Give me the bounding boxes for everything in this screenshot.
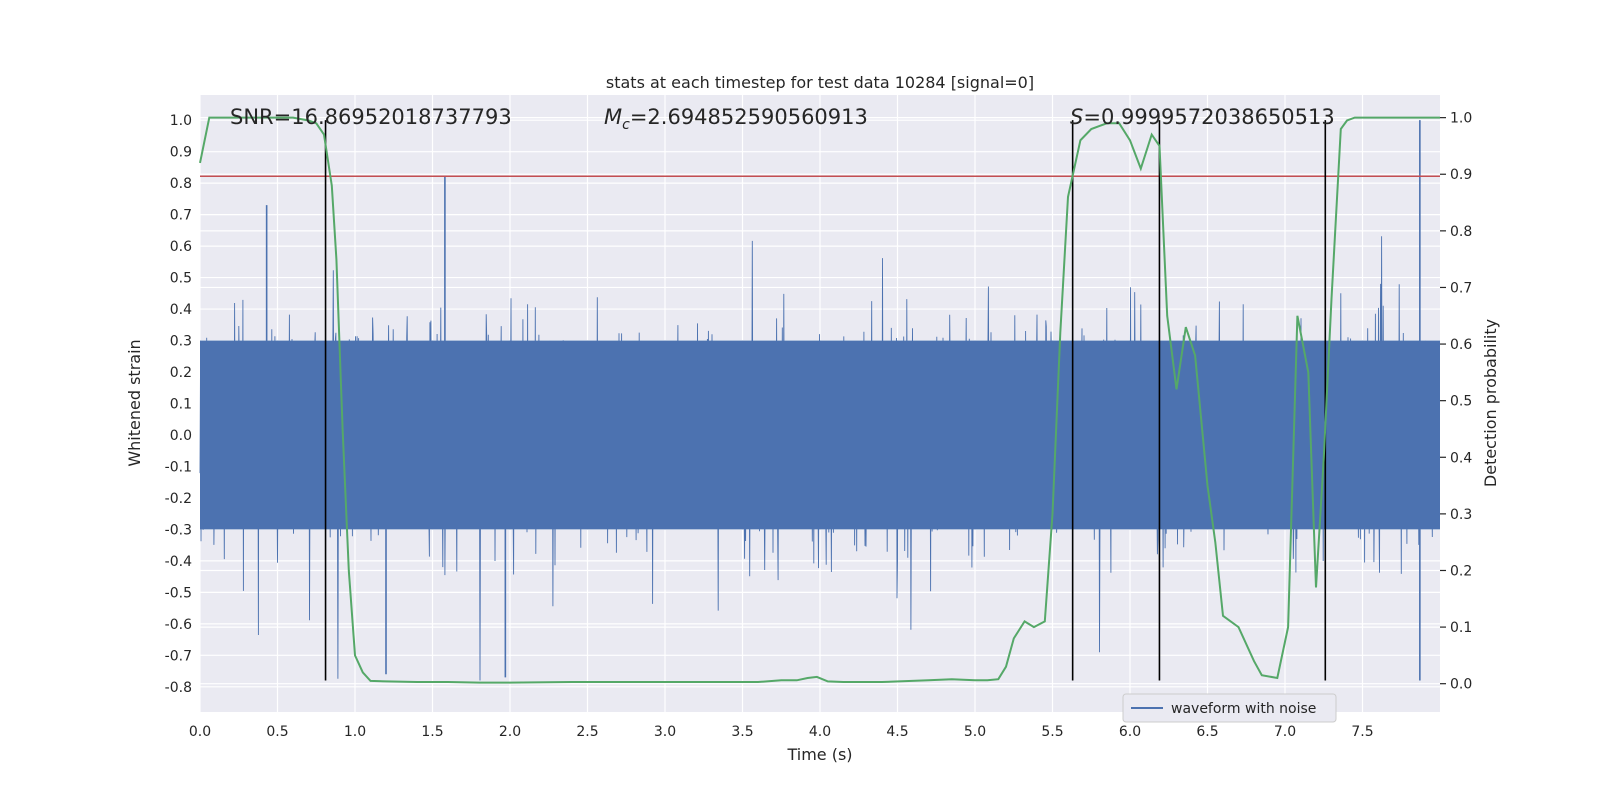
y-right-tick-label: 0.2 <box>1450 563 1472 579</box>
y-left-tick-label: 0.4 <box>170 302 192 318</box>
legend: waveform with noise <box>1122 693 1337 723</box>
y-left-tick-label: -0.2 <box>165 491 192 507</box>
y-right-tick-label: 0.0 <box>1450 677 1472 693</box>
y-right-tick-label: 0.6 <box>1450 337 1472 353</box>
score-value: =0.9999572038650513 <box>1083 105 1334 129</box>
x-axis-label: Time (s) <box>786 745 852 764</box>
x-axis-ticks: 0.0 0.5 1.0 1.5 2.0 2.5 3.0 3.5 4.0 4.5 5.0 5.5 6.0 6… <box>189 724 1374 740</box>
y-left-tick-label: 0.9 <box>170 145 192 161</box>
y-left-tick-label: 0.7 <box>170 208 192 224</box>
y-left-tick-label: -0.5 <box>165 585 192 601</box>
y-right-tick-label: 0.9 <box>1450 167 1472 183</box>
detection-probability-line <box>199 116 1440 684</box>
y-right-tick-label: 0.8 <box>1450 224 1472 240</box>
x-tick-label: 1.0 <box>344 724 366 740</box>
y-left-tick-label: 0.5 <box>170 271 192 287</box>
y-right-tick-label: 1.0 <box>1450 111 1472 127</box>
x-tick-label: 0.5 <box>266 724 288 740</box>
y-left-axis-label: Whitened strain <box>125 339 144 466</box>
x-tick-label: 4.0 <box>809 724 831 740</box>
y-left-tick-label: 0.0 <box>170 428 192 444</box>
y-left-tick-label: 0.3 <box>170 334 192 350</box>
y-left-tick-label: -0.6 <box>165 617 192 633</box>
legend-box <box>1122 693 1337 723</box>
y-left-tick-label: 0.2 <box>170 365 192 381</box>
y-right-tick-label: 0.1 <box>1450 620 1472 636</box>
x-tick-label: 7.0 <box>1274 724 1296 740</box>
chirp-mass-value: =2.694852590560913 <box>630 105 868 129</box>
y-left-tick-label: -0.4 <box>165 554 192 570</box>
x-tick-label: 6.5 <box>1196 724 1218 740</box>
y-left-tick-label: 0.8 <box>170 176 192 192</box>
waveform-core-band <box>200 340 1440 530</box>
chirp-mass-symbol: M <box>604 105 622 129</box>
x-tick-label: 2.5 <box>576 724 598 740</box>
y-left-tick-label: 1.0 <box>170 113 192 129</box>
x-tick-label: 1.5 <box>421 724 443 740</box>
x-tick-label: 6.0 <box>1119 724 1141 740</box>
x-tick-label: 3.0 <box>654 724 676 740</box>
y-left-axis-ticks: 1.0 0.9 0.8 0.7 0.6 0.5 0.4 0.3 0.2 0.1 0.0 -0.1 -0.… <box>165 113 192 696</box>
y-right-tick-label: 0.4 <box>1450 450 1472 466</box>
y-left-tick-label: 0.6 <box>170 239 192 255</box>
chirp-mass-annotation: Mc=2.694852590560913 <box>604 105 868 133</box>
x-tick-label: 4.5 <box>886 724 908 740</box>
chart-title: stats at each timestep for test data 102… <box>606 73 1034 92</box>
y-right-axis-ticks: 1.0 0.9 0.8 0.7 0.6 0.5 0.4 0.3 0.2 0.1 0.0 <box>1440 111 1472 693</box>
score-symbol: S <box>1070 105 1083 129</box>
x-tick-label: 5.5 <box>1041 724 1063 740</box>
vertical-markers <box>324 120 1327 681</box>
y-left-tick-label: 0.1 <box>170 397 192 413</box>
x-tick-label: 5.0 <box>964 724 986 740</box>
score-annotation: S=0.9999572038650513 <box>1070 105 1335 129</box>
x-tick-label: 7.5 <box>1351 724 1373 740</box>
y-left-tick-label: -0.1 <box>165 459 192 475</box>
snr-annotation: SNR=16.86952018737793 <box>230 105 512 129</box>
chirp-mass-subscript: c <box>622 117 630 133</box>
x-tick-label: 2.0 <box>499 724 521 740</box>
y-right-tick-label: 0.7 <box>1450 280 1472 296</box>
y-left-tick-label: -0.8 <box>165 680 192 696</box>
y-right-tick-label: 0.5 <box>1450 394 1472 410</box>
x-tick-label: 3.5 <box>731 724 753 740</box>
x-tick-label: 0.0 <box>189 724 211 740</box>
legend-label: waveform with noise <box>1171 701 1316 717</box>
y-left-tick-label: -0.3 <box>165 522 192 538</box>
y-right-tick-label: 0.3 <box>1450 507 1472 523</box>
y-left-tick-label: -0.7 <box>165 648 192 664</box>
waveform-series <box>199 120 1440 681</box>
y-right-axis-label: Detection probability <box>1481 319 1500 487</box>
